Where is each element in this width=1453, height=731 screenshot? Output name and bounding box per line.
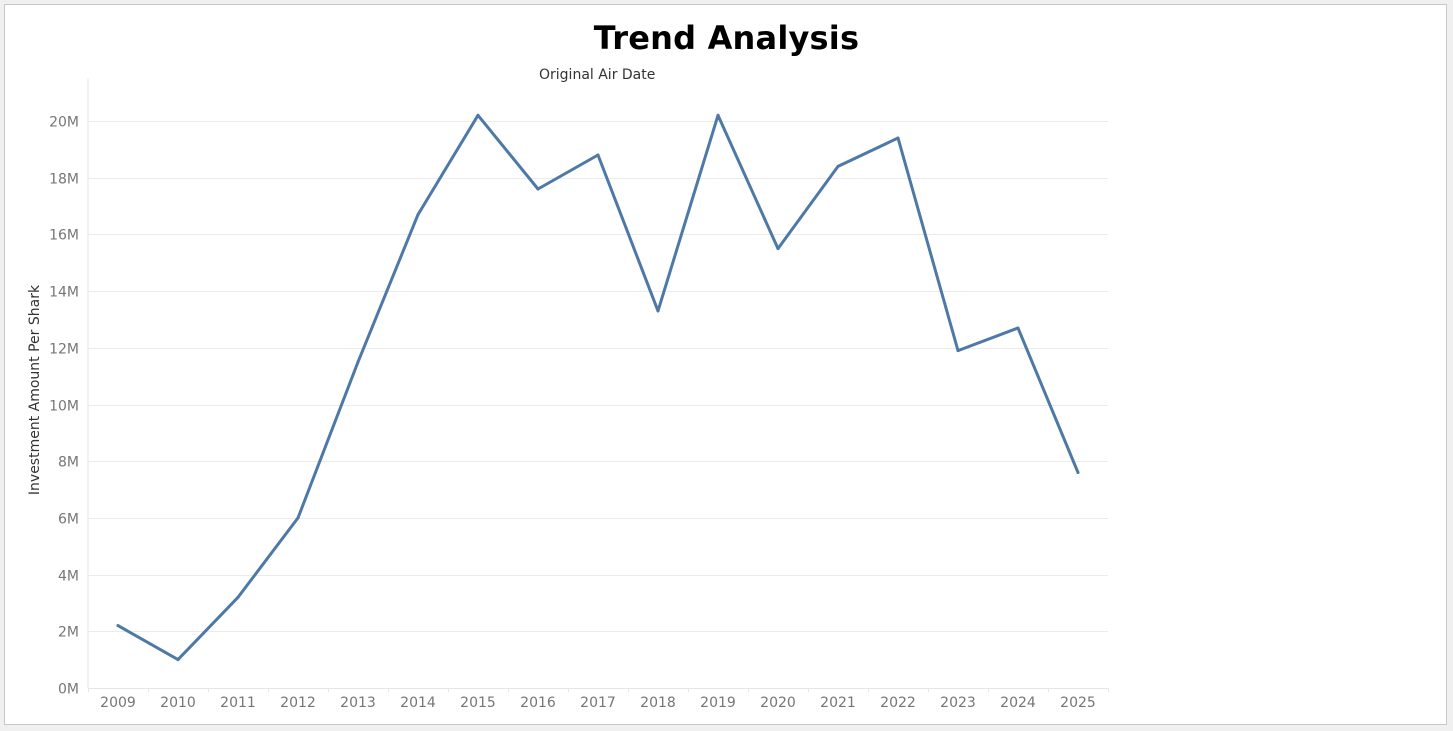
data-point[interactable] [536,187,540,191]
y-tick-label: 18M [49,172,79,188]
x-tick-label: 2024 [1000,695,1036,711]
x-tick-label: 2014 [400,695,436,711]
gridlines [87,78,1109,692]
data-point[interactable] [296,516,300,520]
x-axis-ticks: 2009 2010 2011 2012 2013 2014 2015 2016 2017 2018… [100,695,1096,711]
y-tick-label: 0M [58,682,79,698]
x-tick-label: 2016 [520,695,556,711]
x-tick-label: 2011 [220,695,256,711]
data-point[interactable] [1016,326,1020,330]
x-tick-label: 2009 [100,695,136,711]
data-point[interactable] [236,595,240,599]
y-tick-label: 14M [49,285,79,301]
y-tick-label: 6M [58,512,79,528]
x-tick-label: 2025 [1060,695,1096,711]
data-point[interactable] [416,213,420,217]
y-axis-ticks: 0M 2M 4M 6M 8M 10M 12M 14M 16M 18M 20M [49,115,79,698]
data-point[interactable] [836,164,840,168]
x-tick-label: 2021 [820,695,856,711]
chart-title: Trend Analysis [593,19,860,57]
y-tick-label: 4M [58,569,79,585]
x-tick-label: 2022 [880,695,916,711]
data-point[interactable] [356,360,360,364]
x-tick-label: 2023 [940,695,976,711]
x-tick-label: 2018 [640,695,676,711]
x-tick-label: 2010 [160,695,196,711]
y-tick-label: 16M [49,228,79,244]
data-point[interactable] [1076,471,1080,474]
x-tick-label: 2015 [460,695,496,711]
data-point[interactable] [716,113,720,117]
data-point[interactable] [116,624,120,628]
x-tick-label: 2012 [280,695,316,711]
chart-frame: Trend Analysis Original Air Date Investm… [4,4,1447,725]
x-axis-title: Original Air Date [539,67,656,83]
data-point[interactable] [956,349,960,353]
series-line [116,113,1080,662]
data-point[interactable] [476,113,480,117]
y-tick-label: 2M [58,625,79,641]
y-tick-label: 8M [58,455,79,471]
x-tick-label: 2020 [760,695,796,711]
x-tick-label: 2019 [700,695,736,711]
y-tick-label: 12M [49,342,79,358]
x-tick-label: 2017 [580,695,616,711]
data-point[interactable] [656,309,660,313]
data-point[interactable] [176,658,180,662]
series-group [116,113,1080,662]
y-tick-label: 10M [49,399,79,415]
data-point[interactable] [596,153,600,157]
x-tick-label: 2013 [340,695,376,711]
data-point[interactable] [896,136,900,140]
y-tick-label: 20M [49,115,79,131]
data-point[interactable] [776,247,780,251]
